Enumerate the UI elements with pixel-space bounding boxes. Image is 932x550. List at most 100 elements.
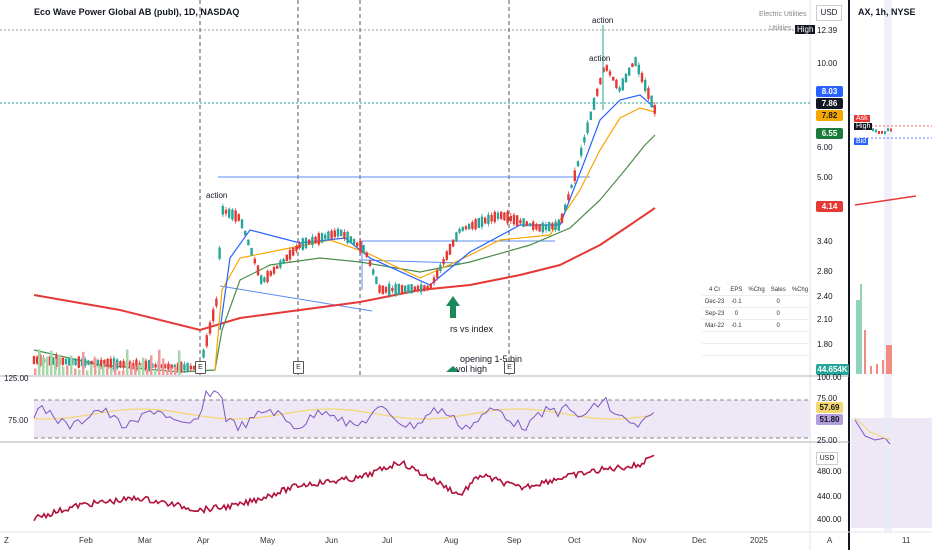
rsi-badge-purple: 51.80: [816, 414, 843, 425]
candle-body: [442, 259, 445, 265]
candle-body: [340, 229, 343, 237]
candle-body: [586, 122, 589, 134]
rsi-line: [33, 389, 655, 432]
candle-body: [298, 242, 301, 248]
candle-body: [202, 349, 205, 358]
fund-cell: [745, 319, 768, 332]
rs-vs-index-annotation: rs vs index: [450, 324, 494, 334]
candle-body: [106, 358, 109, 369]
fund-cell: Dec-23: [702, 295, 728, 308]
price-label-2-80: 2.80: [817, 267, 833, 276]
table-row: [702, 331, 812, 344]
rsi-left-label-125: 125.00: [4, 374, 29, 383]
rs-currency-button[interactable]: USD: [816, 452, 838, 465]
rsi-right-label-75: 75.00: [817, 394, 838, 403]
trend-line-wedge: [219, 285, 373, 312]
time-label-sep: Sep: [507, 536, 522, 545]
action-annotation-2: action: [589, 54, 611, 63]
bid-tag: Bid: [854, 138, 869, 145]
time-label-oct: Oct: [568, 536, 581, 545]
earnings-badge-3[interactable]: E: [504, 361, 515, 374]
right-candle: [878, 130, 880, 134]
candle-body: [407, 284, 410, 294]
candle-body: [269, 271, 272, 276]
volume-bar: [158, 349, 161, 375]
candle-body: [164, 364, 167, 369]
candle-body: [487, 214, 490, 224]
candle-body: [96, 360, 100, 367]
candle-body: [237, 214, 240, 221]
fund-cell: Mar-22: [702, 319, 728, 332]
action-annotation-3: action: [206, 191, 228, 200]
time-label-apr: Apr: [197, 536, 210, 545]
time-label-2025: 2025: [750, 536, 768, 545]
candle-body: [186, 363, 189, 372]
candle-body: [618, 87, 621, 92]
time-label-mar: Mar: [138, 536, 152, 545]
candle-body: [650, 95, 653, 108]
candle-body: [116, 359, 119, 369]
z-label[interactable]: Z: [4, 536, 9, 545]
volume-bar: [42, 357, 45, 375]
rsi-badge-yellow: 57.69: [816, 402, 843, 413]
volume-bar: [70, 355, 73, 375]
candle-body: [602, 67, 605, 73]
candle-body: [608, 71, 612, 76]
ask-tag: Ask: [854, 115, 870, 122]
candle-body: [64, 358, 68, 365]
rs-label-400: 400.00: [817, 515, 842, 524]
price-label-6: 6.00: [817, 143, 833, 152]
earnings-badge-1[interactable]: E: [195, 361, 206, 374]
candle-body: [634, 57, 637, 66]
volume-bar: [166, 369, 169, 375]
candle-body: [554, 221, 557, 230]
candle-body: [541, 222, 544, 233]
rsi-left-label-75: 75.00: [8, 416, 29, 425]
earnings-badge-2[interactable]: E: [293, 361, 304, 374]
candle-body: [439, 264, 442, 272]
candle-body: [154, 364, 157, 368]
rs-label-480: 480.00: [817, 467, 842, 476]
candle-body: [365, 252, 368, 258]
right-candle: [887, 128, 889, 132]
volume-bar: [34, 368, 37, 375]
action-annotation-1: action: [592, 16, 614, 25]
volume-bar: [50, 350, 53, 375]
currency-button[interactable]: USD: [816, 5, 842, 21]
candle-body: [631, 63, 634, 67]
candle-body: [288, 249, 292, 260]
candle-body: [324, 234, 327, 239]
candle-body: [36, 356, 39, 364]
candle-body: [132, 362, 135, 367]
candle-body: [32, 355, 36, 365]
candle-body: [599, 77, 602, 85]
candle-body: [570, 184, 573, 188]
candle-body: [180, 362, 183, 372]
candle-body: [535, 224, 538, 230]
a-label[interactable]: A: [827, 536, 833, 545]
table-row: [702, 343, 812, 356]
candle-body: [468, 223, 471, 230]
candle-body: [605, 65, 608, 71]
candle-body: [272, 267, 276, 274]
candle-body: [615, 79, 618, 89]
rsi-right-label-25: 25.00: [817, 436, 838, 445]
candle-body: [525, 221, 528, 227]
volume-bar: [162, 358, 165, 375]
candle-body: [119, 361, 122, 368]
time-label-jul: Jul: [382, 536, 393, 545]
ma-blue-line: [219, 94, 656, 331]
right-volume-bar: [870, 366, 872, 374]
candle-body: [397, 283, 400, 295]
fund-cell: [788, 295, 812, 308]
candle-body: [436, 270, 439, 278]
price-label-2-10: 2.10: [817, 315, 833, 324]
right-candle: [884, 131, 886, 135]
candle-body: [87, 360, 90, 365]
candle-body: [183, 364, 186, 371]
volume-bar: [150, 355, 153, 375]
candle-body: [477, 218, 480, 228]
candle-body: [596, 88, 599, 96]
candle-body: [544, 224, 548, 230]
